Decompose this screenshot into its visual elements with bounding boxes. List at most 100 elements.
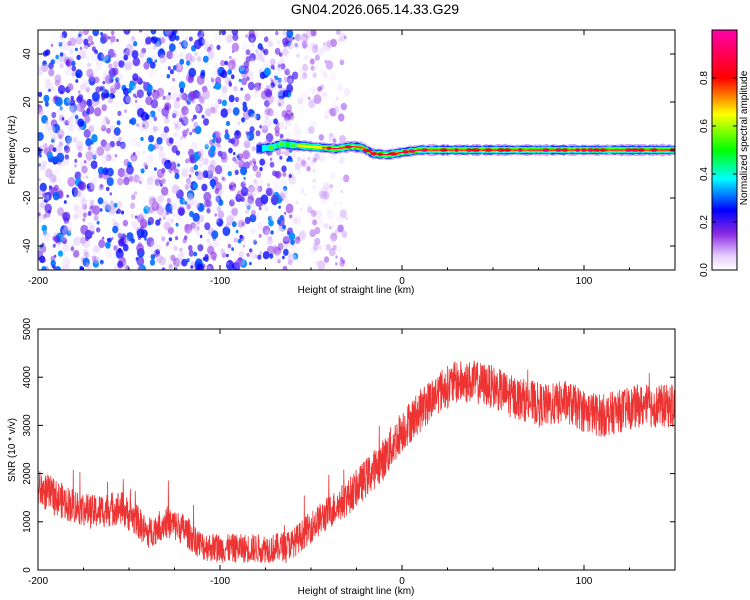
- noise-speckle: [103, 54, 111, 64]
- noise-speckle: [79, 173, 85, 180]
- noise-speckle: [342, 233, 348, 239]
- noise-speckle: [253, 87, 259, 94]
- noise-speckle: [307, 96, 311, 101]
- noise-speckle: [201, 85, 208, 93]
- noise-speckle: [325, 184, 334, 194]
- noise-speckle: [146, 165, 149, 170]
- noise-speckle: [135, 150, 141, 157]
- noise-speckle: [214, 96, 221, 105]
- noise-speckle: [324, 109, 331, 117]
- noise-speckle: [301, 63, 309, 72]
- noise-speckle: [130, 153, 138, 162]
- noise-speckle: [237, 238, 242, 244]
- noise-speckle: [153, 167, 157, 171]
- noise-speckle: [339, 257, 344, 262]
- noise-speckle: [248, 184, 255, 193]
- noise-speckle: [323, 222, 329, 229]
- noise-speckle: [74, 171, 82, 181]
- noise-speckle: [114, 154, 118, 158]
- noise-speckle: [102, 198, 108, 204]
- noise-speckle: [231, 208, 238, 216]
- noise-speckle: [204, 222, 211, 231]
- noise-speckle: [226, 262, 230, 266]
- noise-speckle: [314, 54, 320, 61]
- noise-speckle: [339, 33, 347, 42]
- noise-speckle: [45, 120, 49, 125]
- noise-speckle: [78, 203, 85, 212]
- noise-speckle: [103, 151, 112, 162]
- noise-speckle: [96, 146, 105, 157]
- noise-speckle: [138, 51, 145, 59]
- noise-speckle: [337, 113, 345, 122]
- noise-speckle: [101, 52, 109, 62]
- noise-speckle: [147, 143, 155, 152]
- noise-speckle: [329, 226, 332, 230]
- noise-speckle: [85, 138, 92, 147]
- noise-speckle: [217, 210, 225, 219]
- noise-speckle: [159, 213, 163, 219]
- noise-speckle: [166, 241, 170, 245]
- noise-speckle: [153, 67, 159, 74]
- colorbar-tick-label: 0.8: [699, 71, 710, 85]
- noise-speckle: [283, 41, 288, 48]
- noise-speckle: [124, 125, 128, 130]
- noise-speckle: [101, 154, 109, 165]
- noise-speckle: [198, 162, 204, 169]
- noise-speckle: [206, 46, 212, 53]
- noise-speckle: [241, 42, 248, 51]
- noise-speckle: [109, 124, 115, 130]
- noise-speckle: [149, 110, 156, 118]
- noise-speckle: [137, 214, 144, 223]
- noise-speckle: [156, 87, 165, 98]
- noise-speckle: [158, 145, 164, 152]
- noise-speckle: [213, 195, 220, 204]
- noise-speckle: [280, 197, 283, 201]
- noise-speckle: [123, 87, 130, 96]
- noise-speckle: [150, 52, 158, 62]
- noise-speckle: [172, 213, 176, 218]
- noise-speckle: [98, 172, 103, 179]
- noise-speckle: [99, 86, 104, 92]
- noise-speckle: [322, 191, 330, 200]
- noise-speckle: [190, 141, 198, 151]
- noise-speckle: [285, 203, 294, 214]
- noise-speckle: [133, 152, 136, 156]
- noise-speckle: [251, 209, 256, 216]
- noise-speckle: [283, 76, 289, 83]
- noise-speckle: [182, 129, 188, 137]
- noise-speckle: [332, 244, 337, 250]
- noise-speckle: [180, 116, 189, 126]
- noise-speckle: [277, 77, 282, 83]
- noise-speckle: [47, 78, 51, 83]
- noise-speckle: [102, 106, 107, 112]
- noise-speckle: [216, 217, 224, 227]
- noise-speckle: [129, 98, 138, 108]
- noise-speckle: [164, 102, 172, 111]
- noise-speckle: [175, 258, 182, 266]
- noise-speckle: [187, 75, 195, 84]
- noise-speckle: [114, 212, 119, 217]
- noise-speckle: [232, 33, 239, 41]
- noise-speckle: [242, 180, 246, 184]
- noise-speckle: [182, 40, 189, 48]
- noise-speckle: [252, 90, 259, 98]
- noise-speckle: [188, 67, 197, 78]
- noise-speckle: [105, 154, 112, 162]
- noise-speckle: [211, 241, 218, 249]
- noise-speckle: [109, 192, 113, 196]
- noise-speckle: [288, 78, 293, 84]
- noise-speckle: [261, 125, 269, 134]
- noise-speckle: [146, 57, 152, 64]
- signal-core: [555, 148, 562, 152]
- noise-speckle: [255, 49, 259, 53]
- noise-speckle: [277, 258, 281, 264]
- noise-speckle: [80, 198, 88, 207]
- noise-speckle: [314, 226, 321, 235]
- noise-speckle: [175, 236, 179, 241]
- noise-speckle: [96, 61, 104, 71]
- noise-speckle: [117, 110, 122, 117]
- noise-speckle: [120, 210, 125, 215]
- noise-speckle: [68, 105, 74, 113]
- y-tick-label: -20: [22, 190, 33, 205]
- noise-speckle: [77, 145, 83, 152]
